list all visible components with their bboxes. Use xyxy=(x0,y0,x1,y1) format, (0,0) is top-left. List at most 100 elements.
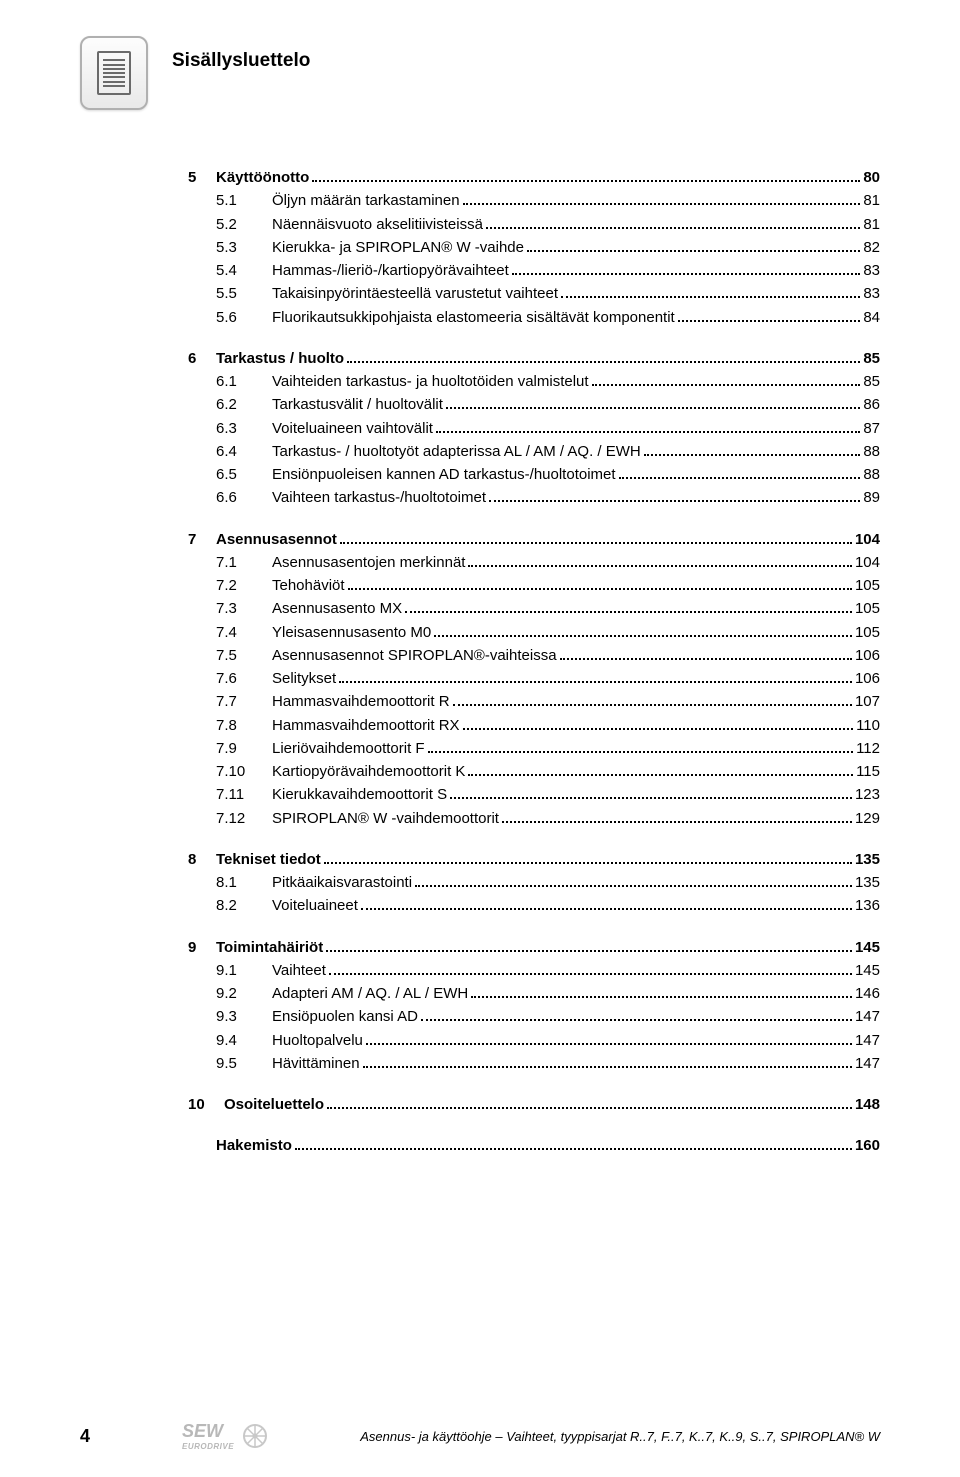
toc-item-number: 6.3 xyxy=(216,417,272,440)
toc-subitems: 5.1Öljyn määrän tarkastaminen 815.2Näenn… xyxy=(188,189,880,329)
toc-leader-dots xyxy=(436,431,860,433)
toc-item-title: Asennusasento MX xyxy=(272,597,402,620)
toc-chapter-row: 7Asennusasennot 104 xyxy=(188,528,880,551)
toc-item-number: 6.1 xyxy=(216,370,272,393)
toc-body: 5Käyttöönotto 805.1Öljyn määrän tarkasta… xyxy=(188,166,880,1158)
toc-chapter-title: Tekniset tiedot xyxy=(216,848,321,871)
toc-leader-dots xyxy=(463,203,861,205)
toc-item-row: 7.6Selitykset 106 xyxy=(216,667,880,690)
toc-item-title: Hammas-/lieriö-/kartiopyörävaihteet xyxy=(272,259,509,282)
svg-text:EURODRIVE: EURODRIVE xyxy=(182,1442,234,1451)
toc-chapter-number: 10 xyxy=(188,1093,224,1116)
toc-item-page: 145 xyxy=(855,959,880,982)
toc-item-page: 89 xyxy=(863,486,880,509)
toc-leader-dots xyxy=(363,1066,852,1068)
toc-item-page: 84 xyxy=(863,306,880,329)
toc-item-row: 8.1Pitkäaikaisvarastointi 135 xyxy=(216,871,880,894)
toc-item-page: 81 xyxy=(863,213,880,236)
toc-leader-dots xyxy=(502,821,852,823)
toc-item-number: 7.7 xyxy=(216,690,272,713)
toc-item-page: 107 xyxy=(855,690,880,713)
toc-item-page: 87 xyxy=(863,417,880,440)
toc-item-title: Voiteluaineen vaihtovälit xyxy=(272,417,433,440)
toc-item-page: 83 xyxy=(863,282,880,305)
toc-leader-dots xyxy=(366,1043,852,1045)
toc-leader-dots xyxy=(678,320,861,322)
toc-item-row: 5.5Takaisinpyörintäesteellä varustetut v… xyxy=(216,282,880,305)
toc-item-row: 7.12SPIROPLAN® W -vaihdemoottorit 129 xyxy=(216,807,880,830)
toc-chapter-title: Osoiteluettelo xyxy=(224,1093,324,1116)
toc-item-row: 7.9Lieriövaihdemoottorit F 112 xyxy=(216,737,880,760)
toc-chapter-title: Hakemisto xyxy=(216,1134,292,1157)
footer: 4 SEW EURODRIVE Asennus- ja käyttöohje –… xyxy=(80,1421,880,1451)
footer-doc-title: Asennus- ja käyttöohje – Vaihteet, tyypp… xyxy=(360,1429,880,1444)
toc-chapter-row: 10Osoiteluettelo 148 xyxy=(188,1093,880,1116)
toc-item-number: 7.5 xyxy=(216,644,272,667)
toc-item-page: 105 xyxy=(855,574,880,597)
toc-item-title: Fluorikautsukkipohjaista elastomeeria si… xyxy=(272,306,675,329)
toc-leader-dots xyxy=(327,1107,852,1109)
toc-item-page: 85 xyxy=(863,370,880,393)
toc-item-number: 9.2 xyxy=(216,982,272,1005)
sew-logo-icon: SEW EURODRIVE xyxy=(182,1421,268,1451)
toc-chapter-number: 5 xyxy=(188,166,216,189)
toc-item-number: 8.1 xyxy=(216,871,272,894)
toc-leader-dots xyxy=(592,384,861,386)
header: Sisällysluettelo xyxy=(80,36,880,110)
toc-item-number: 9.4 xyxy=(216,1029,272,1052)
page-title: Sisällysluettelo xyxy=(172,50,310,72)
toc-item-title: Vaihteet xyxy=(272,959,326,982)
toc-subitems: 9.1Vaihteet 1459.2Adapteri AM / AQ. / AL… xyxy=(188,959,880,1075)
toc-item-number: 7.4 xyxy=(216,621,272,644)
toc-chapter-row: 8Tekniset tiedot 135 xyxy=(188,848,880,871)
toc-item-number: 6.2 xyxy=(216,393,272,416)
toc-item-row: 9.1Vaihteet 145 xyxy=(216,959,880,982)
toc-chapter-row: Hakemisto 160 xyxy=(188,1134,880,1157)
toc-item-page: 88 xyxy=(863,463,880,486)
toc-chapter-page: 104 xyxy=(855,528,880,551)
toc-item-row: 9.3Ensiöpuolen kansi AD 147 xyxy=(216,1005,880,1028)
toc-item-page: 106 xyxy=(855,667,880,690)
toc-section: 5Käyttöönotto 805.1Öljyn määrän tarkasta… xyxy=(188,166,880,329)
toc-item-title: Pitkäaikaisvarastointi xyxy=(272,871,412,894)
toc-item-page: 146 xyxy=(855,982,880,1005)
toc-item-title: Vaihteiden tarkastus- ja huoltotöiden va… xyxy=(272,370,589,393)
toc-item-row: 6.4Tarkastus- / huoltotyöt adapterissa A… xyxy=(216,440,880,463)
toc-item-row: 7.5Asennusasennot SPIROPLAN®-vaihteissa … xyxy=(216,644,880,667)
toc-item-row: 6.3Voiteluaineen vaihtovälit 87 xyxy=(216,417,880,440)
sew-logo: SEW EURODRIVE xyxy=(182,1421,268,1451)
toc-item-page: 104 xyxy=(855,551,880,574)
toc-chapter-page: 160 xyxy=(855,1134,880,1157)
toc-item-number: 5.1 xyxy=(216,189,272,212)
toc-item-title: Hammasvaihdemoottorit R xyxy=(272,690,450,713)
toc-item-number: 5.5 xyxy=(216,282,272,305)
toc-item-title: Asennusasennot SPIROPLAN®-vaihteissa xyxy=(272,644,557,667)
toc-item-page: 135 xyxy=(855,871,880,894)
toc-section: 9Toimintahäiriöt 1459.1Vaihteet 1459.2Ad… xyxy=(188,936,880,1076)
toc-leader-dots xyxy=(312,180,860,182)
toc-item-number: 5.3 xyxy=(216,236,272,259)
toc-section: 10Osoiteluettelo 148 xyxy=(188,1093,880,1116)
toc-chapter-row: 9Toimintahäiriöt 145 xyxy=(188,936,880,959)
toc-item-row: 7.10Kartiopyörävaihdemoottorit K 115 xyxy=(216,760,880,783)
toc-item-row: 7.8Hammasvaihdemoottorit RX 110 xyxy=(216,714,880,737)
toc-leader-dots xyxy=(527,250,860,252)
toc-item-page: 110 xyxy=(856,714,880,737)
toc-section: 6Tarkastus / huolto 856.1Vaihteiden tark… xyxy=(188,347,880,510)
toc-item-page: 83 xyxy=(863,259,880,282)
toc-leader-dots xyxy=(446,407,860,409)
toc-leader-dots xyxy=(486,227,860,229)
toc-item-row: 6.2Tarkastusvälit / huoltovälit 86 xyxy=(216,393,880,416)
toc-subitems: 6.1Vaihteiden tarkastus- ja huoltotöiden… xyxy=(188,370,880,510)
toc-leader-dots xyxy=(348,588,852,590)
toc-leader-dots xyxy=(450,797,852,799)
toc-item-row: 7.1Asennusasentojen merkinnät 104 xyxy=(216,551,880,574)
toc-icon xyxy=(80,36,148,110)
toc-chapter-number: 6 xyxy=(188,347,216,370)
toc-item-title: Kierukka- ja SPIROPLAN® W -vaihde xyxy=(272,236,524,259)
toc-item-page: 86 xyxy=(863,393,880,416)
toc-item-row: 5.3Kierukka- ja SPIROPLAN® W -vaihde 82 xyxy=(216,236,880,259)
toc-item-title: Öljyn määrän tarkastaminen xyxy=(272,189,460,212)
toc-leader-dots xyxy=(326,950,852,952)
toc-item-title: Voiteluaineet xyxy=(272,894,358,917)
